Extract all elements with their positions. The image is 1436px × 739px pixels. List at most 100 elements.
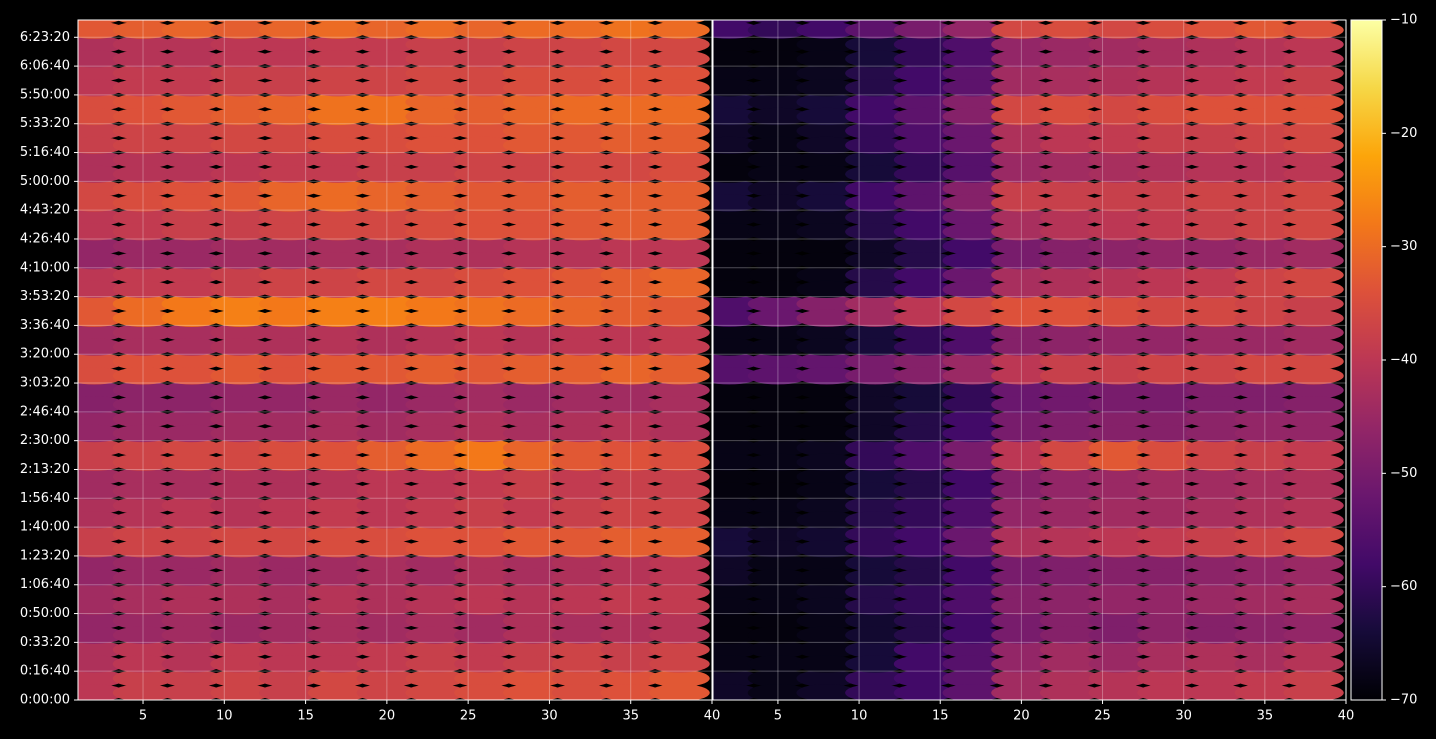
cell <box>454 35 515 54</box>
cell <box>405 208 466 227</box>
cell <box>1283 165 1344 183</box>
cell <box>161 540 223 558</box>
cell <box>991 453 1052 471</box>
cell <box>307 237 369 255</box>
cell <box>551 468 613 486</box>
cell <box>259 251 320 270</box>
cell <box>1088 266 1149 284</box>
cell <box>845 554 906 572</box>
cell <box>502 21 564 39</box>
cell <box>713 295 760 313</box>
cell <box>307 309 369 327</box>
cell <box>307 50 369 68</box>
cell <box>1234 50 1296 68</box>
cell <box>1137 554 1198 572</box>
cell <box>356 35 418 54</box>
cell <box>78 424 125 443</box>
cell <box>1137 309 1198 327</box>
cell <box>796 309 857 327</box>
cell <box>502 424 564 443</box>
cell <box>893 151 955 169</box>
cell <box>1039 583 1101 601</box>
cell <box>161 439 223 457</box>
cell <box>747 525 809 543</box>
cell <box>1234 165 1296 183</box>
cell <box>161 367 223 385</box>
cell <box>600 410 661 428</box>
cell <box>1137 684 1198 700</box>
cell <box>649 496 710 515</box>
cell <box>1088 64 1149 82</box>
cell <box>1137 468 1198 486</box>
cell <box>161 309 223 327</box>
cell <box>1137 540 1198 558</box>
cell <box>112 237 174 255</box>
cell <box>112 295 174 313</box>
cell <box>1185 583 1247 601</box>
cell <box>600 194 661 212</box>
cell <box>1234 93 1296 111</box>
cell <box>551 107 613 126</box>
cell <box>454 396 515 414</box>
cell <box>649 35 710 54</box>
cell <box>78 468 125 486</box>
cell <box>405 568 466 587</box>
cell <box>161 568 223 587</box>
cell <box>112 684 174 700</box>
x-tick-label: 15 <box>932 709 949 724</box>
cell <box>259 381 320 399</box>
cell <box>405 367 466 385</box>
cell <box>356 223 418 241</box>
cell <box>78 223 125 241</box>
cell <box>502 79 564 97</box>
cell <box>600 684 661 700</box>
cell <box>1137 410 1198 428</box>
cell <box>845 151 906 169</box>
cell <box>454 179 515 198</box>
cell <box>747 295 809 313</box>
cell <box>1137 93 1198 111</box>
cell <box>259 266 320 284</box>
cell <box>649 295 710 313</box>
cell <box>991 626 1052 644</box>
cell <box>845 194 906 212</box>
cell <box>454 151 515 169</box>
cell <box>600 554 661 572</box>
cell <box>1088 136 1149 154</box>
cell <box>600 352 661 371</box>
cell <box>1283 554 1344 572</box>
cell <box>796 35 857 54</box>
cell <box>1185 35 1247 54</box>
cell <box>78 309 125 327</box>
cell <box>845 122 906 140</box>
cell <box>991 93 1052 111</box>
cell <box>600 21 661 39</box>
cell <box>1234 453 1296 471</box>
cell <box>893 208 955 227</box>
cell <box>259 439 320 457</box>
cell <box>796 165 857 183</box>
cell <box>307 612 369 630</box>
cell <box>161 655 223 673</box>
cell <box>1234 107 1296 126</box>
cell <box>405 381 466 399</box>
cell <box>307 424 369 443</box>
cell <box>112 107 174 126</box>
cell <box>161 280 223 299</box>
cell <box>454 367 515 385</box>
cell <box>210 266 271 284</box>
cell <box>747 280 809 299</box>
cell <box>405 482 466 500</box>
cell <box>991 583 1052 601</box>
cell <box>942 568 1003 587</box>
cell <box>649 511 710 529</box>
cell <box>942 266 1003 284</box>
cell <box>942 511 1003 529</box>
cell <box>1185 496 1247 515</box>
cell <box>1039 309 1101 327</box>
cell <box>307 165 369 183</box>
cell <box>747 136 809 154</box>
cell <box>551 64 613 82</box>
cell <box>1283 323 1344 342</box>
cell <box>600 280 661 299</box>
